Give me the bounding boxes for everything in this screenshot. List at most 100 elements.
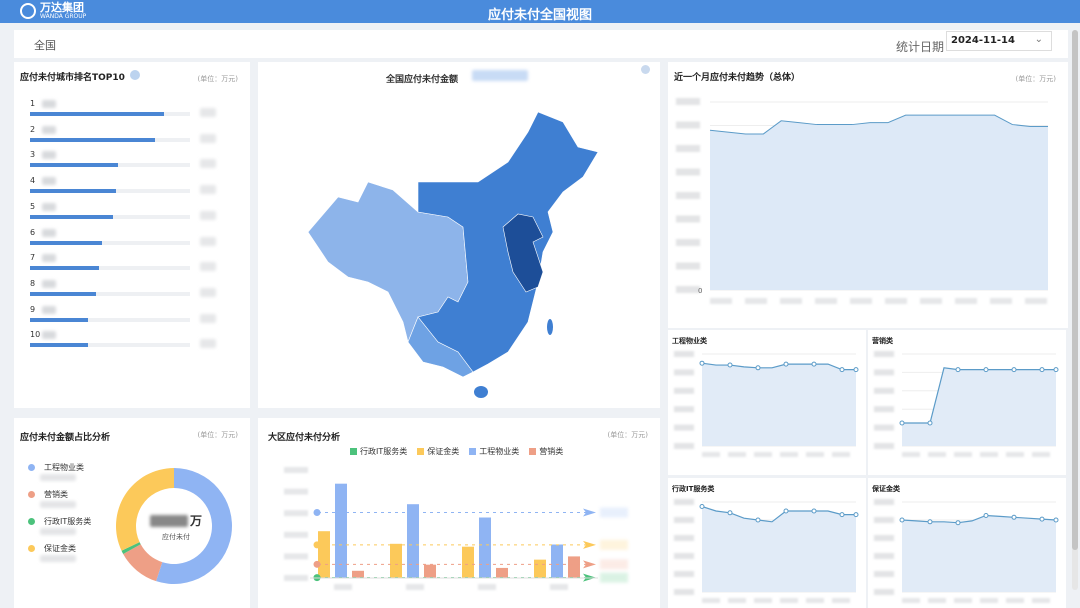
donut-chart[interactable] xyxy=(114,466,234,586)
scrollbar[interactable] xyxy=(1072,30,1078,590)
rank-bar-track xyxy=(30,112,190,116)
city-name xyxy=(42,279,56,288)
bar xyxy=(424,564,436,578)
small-line-chart[interactable] xyxy=(668,494,866,608)
x-tick-label xyxy=(885,298,907,304)
x-tick-label xyxy=(780,298,802,304)
map-region-taiwan xyxy=(547,319,553,335)
x-tick-label xyxy=(980,598,998,603)
y-tick-label xyxy=(874,553,894,559)
x-tick-label xyxy=(710,298,732,304)
data-point xyxy=(783,361,789,367)
info-icon[interactable] xyxy=(130,70,140,80)
x-tick-label xyxy=(920,298,942,304)
donut-slice xyxy=(121,542,141,554)
average-label xyxy=(600,539,628,550)
city-name xyxy=(42,254,56,263)
legend-dot xyxy=(28,518,35,525)
data-point xyxy=(955,520,961,526)
legend-item[interactable]: 营销类 xyxy=(529,446,563,457)
y-tick-label xyxy=(676,262,700,270)
data-point xyxy=(699,504,705,509)
y-tick-label xyxy=(284,510,308,517)
x-tick-label xyxy=(815,298,837,304)
small-line-chart[interactable] xyxy=(868,494,1066,608)
average-arrow xyxy=(583,540,596,549)
data-point xyxy=(755,517,761,523)
trend-chart[interactable]: 0 xyxy=(668,92,1068,328)
y-tick-label xyxy=(874,424,894,431)
y-tick-label xyxy=(674,406,694,413)
y-tick-label xyxy=(674,499,694,505)
legend-value xyxy=(40,555,76,562)
china-map[interactable] xyxy=(298,102,608,402)
legend-swatch xyxy=(350,448,357,455)
small-line-chart[interactable] xyxy=(868,346,1066,475)
legend-item[interactable]: 工程物业类 xyxy=(469,446,519,457)
x-tick-label xyxy=(780,452,798,457)
y-tick-label xyxy=(676,145,700,152)
bar-chart-title: 大区应付未付分析 xyxy=(268,433,341,443)
data-point xyxy=(811,508,817,514)
date-label: 统计日期 xyxy=(896,40,945,54)
x-tick-label xyxy=(1006,452,1024,457)
x-tick-label xyxy=(902,452,920,457)
region-bar-chart[interactable] xyxy=(258,458,660,608)
small-chart-title: 行政IT服务类 xyxy=(672,485,715,493)
rank-bar-track xyxy=(30,317,190,322)
rank-value xyxy=(200,313,216,323)
rank-bar-track xyxy=(30,163,190,168)
y-tick-label xyxy=(676,286,700,293)
area xyxy=(702,363,856,446)
rank-value xyxy=(200,236,216,246)
bar xyxy=(534,559,546,578)
data-point xyxy=(839,367,845,373)
donut-title: 应付未付金额占比分析 xyxy=(20,433,111,443)
rank-value xyxy=(200,133,216,143)
rank-number: 4 xyxy=(30,176,36,186)
info-icon[interactable] xyxy=(641,65,650,74)
bar xyxy=(335,483,347,578)
legend-value xyxy=(40,474,76,481)
bar xyxy=(568,556,580,578)
legend-item[interactable]: 行政IT服务类 xyxy=(350,446,407,457)
x-tick-label xyxy=(334,584,352,590)
y-tick-label xyxy=(674,517,694,523)
legend-label: 保证金类 xyxy=(427,447,460,456)
map-title: 全国应付未付金额 xyxy=(386,75,459,85)
x-tick-label xyxy=(954,452,972,457)
ranking-title: 应付未付城市排名TOP10 xyxy=(20,73,125,83)
legend-item[interactable]: 工程物业类 xyxy=(28,462,84,473)
x-tick-label xyxy=(550,584,568,590)
center-unit: 万 xyxy=(190,514,203,528)
bar xyxy=(390,543,402,578)
x-tick-label xyxy=(1032,598,1050,603)
rank-number: 1 xyxy=(30,99,36,108)
x-tick-label xyxy=(1006,598,1024,603)
date-select[interactable]: 2024-11-14 ⌄ xyxy=(946,31,1052,51)
legend-item[interactable]: 保证金类 xyxy=(28,543,76,554)
y-tick-label xyxy=(874,571,894,577)
rank-value xyxy=(200,185,216,195)
city-name xyxy=(42,100,56,108)
data-point xyxy=(811,361,817,367)
x-tick-label xyxy=(745,298,767,304)
rank-number: 2 xyxy=(30,124,36,134)
small-line-chart[interactable] xyxy=(668,346,866,475)
y-tick-label xyxy=(284,467,308,473)
region-tab[interactable]: 全国 xyxy=(34,39,56,52)
data-point xyxy=(853,367,859,373)
y-tick-label xyxy=(674,535,694,541)
y-tick-label xyxy=(676,239,700,246)
x-tick-label xyxy=(955,298,977,304)
average-arrow xyxy=(583,508,596,517)
unit-label: (单位：万元) xyxy=(1015,75,1056,83)
data-point xyxy=(983,513,989,518)
unit-label: (单位：万元) xyxy=(607,431,648,439)
legend-item[interactable]: 营销类 xyxy=(28,489,68,500)
y-tick-label xyxy=(874,387,894,394)
donut-slice xyxy=(156,468,232,584)
legend-item[interactable]: 保证金类 xyxy=(417,446,459,457)
small-chart-title: 工程物业类 xyxy=(672,337,707,345)
legend-item[interactable]: 行政IT服务类 xyxy=(28,516,91,527)
